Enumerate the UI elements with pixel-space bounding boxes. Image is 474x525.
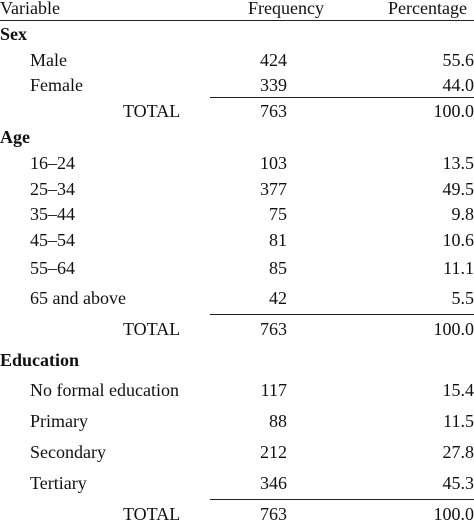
row-percentage: 5.5 xyxy=(452,287,474,309)
row-label: 45–54 xyxy=(30,229,75,251)
row-percentage: 44.0 xyxy=(443,74,474,96)
row-frequency: 85 xyxy=(269,257,287,279)
row-percentage: 15.4 xyxy=(443,379,474,401)
total-frequency: 763 xyxy=(260,503,287,525)
row-label: 55–64 xyxy=(30,257,75,279)
header-rule xyxy=(0,20,474,21)
row-frequency: 117 xyxy=(261,379,287,401)
row-frequency: 81 xyxy=(269,229,287,251)
row-label: Primary xyxy=(30,410,88,432)
row-percentage: 49.5 xyxy=(443,178,474,200)
row-label: No formal education xyxy=(30,379,179,401)
row-frequency: 42 xyxy=(269,287,287,309)
row-percentage: 55.6 xyxy=(443,49,474,71)
header-frequency: Frequency xyxy=(248,0,324,19)
row-frequency: 103 xyxy=(260,152,287,174)
row-frequency: 88 xyxy=(269,410,287,432)
total-rule-age xyxy=(210,314,474,315)
total-percentage: 100.0 xyxy=(434,503,474,525)
row-frequency: 424 xyxy=(260,49,287,71)
row-percentage: 11.5 xyxy=(443,410,474,432)
row-label: Male xyxy=(30,49,67,71)
row-frequency: 339 xyxy=(260,74,287,96)
row-label: Female xyxy=(30,74,83,96)
total-label: TOTAL xyxy=(123,100,180,122)
total-percentage: 100.0 xyxy=(434,100,474,122)
row-label: 65 and above xyxy=(30,287,126,309)
section-sex-title: Sex xyxy=(0,23,27,45)
row-frequency: 212 xyxy=(260,441,287,463)
row-percentage: 27.8 xyxy=(443,441,474,463)
row-percentage: 13.5 xyxy=(443,152,474,174)
total-percentage: 100.0 xyxy=(434,318,474,340)
row-label: Secondary xyxy=(30,441,106,463)
total-label: TOTAL xyxy=(123,318,180,340)
total-frequency: 763 xyxy=(260,318,287,340)
row-frequency: 377 xyxy=(260,178,287,200)
row-percentage: 45.3 xyxy=(443,472,474,494)
total-rule-sex xyxy=(210,97,474,98)
row-percentage: 10.6 xyxy=(443,229,474,251)
section-age-title: Age xyxy=(0,126,30,148)
total-label: TOTAL xyxy=(123,503,180,525)
total-rule-education xyxy=(210,499,474,500)
total-frequency: 763 xyxy=(260,100,287,122)
row-label: Tertiary xyxy=(30,472,87,494)
row-frequency: 346 xyxy=(260,472,287,494)
row-label: 25–34 xyxy=(30,178,75,200)
row-percentage: 11.1 xyxy=(443,257,474,279)
header-percentage: Percentage xyxy=(388,0,467,19)
section-education-title: Education xyxy=(0,349,79,371)
header-variable: Variable xyxy=(0,0,60,19)
row-label: 35–44 xyxy=(30,203,75,225)
row-percentage: 9.8 xyxy=(452,203,474,225)
row-frequency: 75 xyxy=(269,203,287,225)
row-label: 16–24 xyxy=(30,152,75,174)
